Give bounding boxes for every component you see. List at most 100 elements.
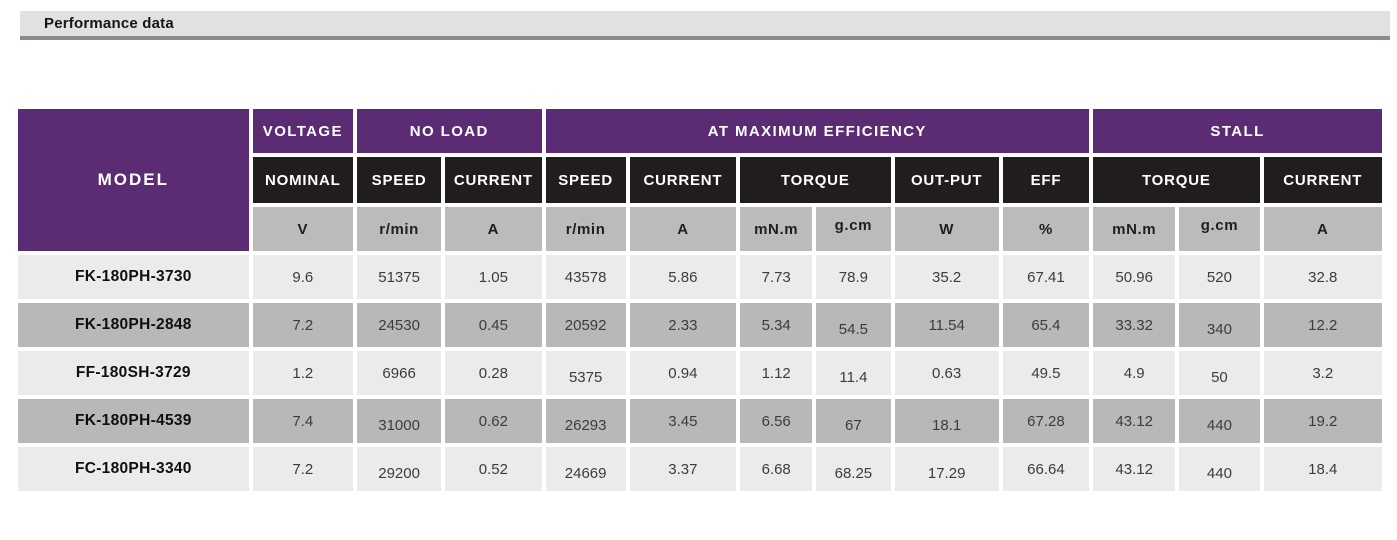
subheader-maxeff-torque: TORQUE (740, 157, 891, 203)
data-cell: 67.41 (1002, 255, 1090, 299)
data-cell: 0.28 (445, 351, 542, 395)
data-cell: 50.96 (1093, 255, 1176, 299)
data-cell: 7.4 (252, 399, 353, 443)
data-cell: 12.2 (1263, 303, 1382, 347)
data-cell: 0.63 (894, 351, 999, 395)
data-cell: 32.8 (1263, 255, 1382, 299)
data-cell: 0.62 (445, 399, 542, 443)
data-cell: 19.2 (1263, 399, 1382, 443)
table-row: FC-180PH-3340 7.2 29200 0.52 24669 3.37 … (18, 447, 1382, 491)
header-model: MODEL (18, 109, 249, 251)
subheader-stall-torque: TORQUE (1093, 157, 1260, 203)
data-cell: 43.12 (1093, 399, 1176, 443)
data-cell: 54.5 (816, 303, 891, 347)
model-cell: FK-180PH-4539 (18, 399, 249, 443)
data-cell: 0.52 (445, 447, 542, 491)
model-cell: FC-180PH-3340 (18, 447, 249, 491)
data-cell: 67 (816, 399, 891, 443)
data-cell: 440 (1179, 447, 1260, 491)
unit-watt: W (894, 207, 999, 251)
unit-gcm-2: g.cm (1179, 207, 1260, 251)
unit-amp-1: A (445, 207, 542, 251)
data-cell: 29200 (356, 447, 442, 491)
data-cell: 9.6 (252, 255, 353, 299)
data-cell: 0.45 (445, 303, 542, 347)
data-cell: 1.12 (740, 351, 813, 395)
data-cell: 33.32 (1093, 303, 1176, 347)
data-cell: 18.4 (1263, 447, 1382, 491)
data-cell: 24530 (356, 303, 442, 347)
subheader-noload-current: CURRENT (445, 157, 542, 203)
header-no-load: NO LOAD (356, 109, 542, 153)
subheader-maxeff-speed: SPEED (545, 157, 626, 203)
unit-rpm-1: r/min (356, 207, 442, 251)
group-header-row: MODEL VOLTAGE NO LOAD AT MAXIMUM EFFICIE… (18, 109, 1382, 251)
header-stall: STALL (1093, 109, 1382, 153)
model-cell: FF-180SH-3729 (18, 351, 249, 395)
unit-gcm-1: g.cm (816, 207, 891, 251)
table-row: FK-180PH-2848 7.2 24530 0.45 20592 2.33 … (18, 303, 1382, 347)
subheader-output: OUT-PUT (894, 157, 999, 203)
data-cell: 1.05 (445, 255, 542, 299)
subheader-stall-current: CURRENT (1263, 157, 1382, 203)
header-at-max-efficiency: AT MAXIMUM EFFICIENCY (545, 109, 1090, 153)
data-cell: 65.4 (1002, 303, 1090, 347)
unit-mnm-1: mN.m (740, 207, 813, 251)
data-cell: 440 (1179, 399, 1260, 443)
section-title: Performance data (44, 15, 174, 32)
data-cell: 31000 (356, 399, 442, 443)
data-cell: 17.29 (894, 447, 999, 491)
data-cell: 43578 (545, 255, 626, 299)
data-cell: 2.33 (629, 303, 737, 347)
data-cell: 66.64 (1002, 447, 1090, 491)
units-row: V r/min A r/min A mN.m g.cm W % mN.m g.c… (18, 207, 1382, 251)
subheader-row: NOMINAL SPEED CURRENT SPEED CURRENT TORQ… (18, 157, 1382, 203)
data-cell: 3.37 (629, 447, 737, 491)
subheader-eff: EFF (1002, 157, 1090, 203)
table-row: FK-180PH-4539 7.4 31000 0.62 26293 3.45 … (18, 399, 1382, 443)
model-cell: FK-180PH-3730 (18, 255, 249, 299)
data-cell: 18.1 (894, 399, 999, 443)
section-header: Performance data (20, 11, 1390, 40)
data-cell: 11.54 (894, 303, 999, 347)
table-row: FF-180SH-3729 1.2 6966 0.28 5375 0.94 1.… (18, 351, 1382, 395)
data-cell: 24669 (545, 447, 626, 491)
data-cell: 3.2 (1263, 351, 1382, 395)
header-voltage: VOLTAGE (252, 109, 353, 153)
data-cell: 1.2 (252, 351, 353, 395)
performance-table: MODEL VOLTAGE NO LOAD AT MAXIMUM EFFICIE… (14, 105, 1386, 495)
subheader-nominal: NOMINAL (252, 157, 353, 203)
data-cell: 340 (1179, 303, 1260, 347)
data-cell: 6966 (356, 351, 442, 395)
unit-volt: V (252, 207, 353, 251)
data-cell: 3.45 (629, 399, 737, 443)
unit-rpm-2: r/min (545, 207, 626, 251)
data-cell: 7.2 (252, 303, 353, 347)
page: { "section": { "title": "Performance dat… (0, 11, 1397, 540)
data-cell: 0.94 (629, 351, 737, 395)
data-cell: 50 (1179, 351, 1260, 395)
data-cell: 4.9 (1093, 351, 1176, 395)
data-cell: 6.68 (740, 447, 813, 491)
data-cell: 6.56 (740, 399, 813, 443)
data-cell: 68.25 (816, 447, 891, 491)
data-cell: 51375 (356, 255, 442, 299)
data-cell: 78.9 (816, 255, 891, 299)
subheader-noload-speed: SPEED (356, 157, 442, 203)
data-cell: 520 (1179, 255, 1260, 299)
unit-amp-3: A (1263, 207, 1382, 251)
unit-percent: % (1002, 207, 1090, 251)
data-cell: 35.2 (894, 255, 999, 299)
data-cell: 20592 (545, 303, 626, 347)
data-cell: 26293 (545, 399, 626, 443)
data-cell: 67.28 (1002, 399, 1090, 443)
model-cell: FK-180PH-2848 (18, 303, 249, 347)
data-cell: 11.4 (816, 351, 891, 395)
table-row: FK-180PH-3730 9.6 51375 1.05 43578 5.86 … (18, 255, 1382, 299)
data-cell: 7.2 (252, 447, 353, 491)
data-cell: 43.12 (1093, 447, 1176, 491)
data-cell: 49.5 (1002, 351, 1090, 395)
subheader-maxeff-current: CURRENT (629, 157, 737, 203)
data-cell: 5375 (545, 351, 626, 395)
data-cell: 5.34 (740, 303, 813, 347)
